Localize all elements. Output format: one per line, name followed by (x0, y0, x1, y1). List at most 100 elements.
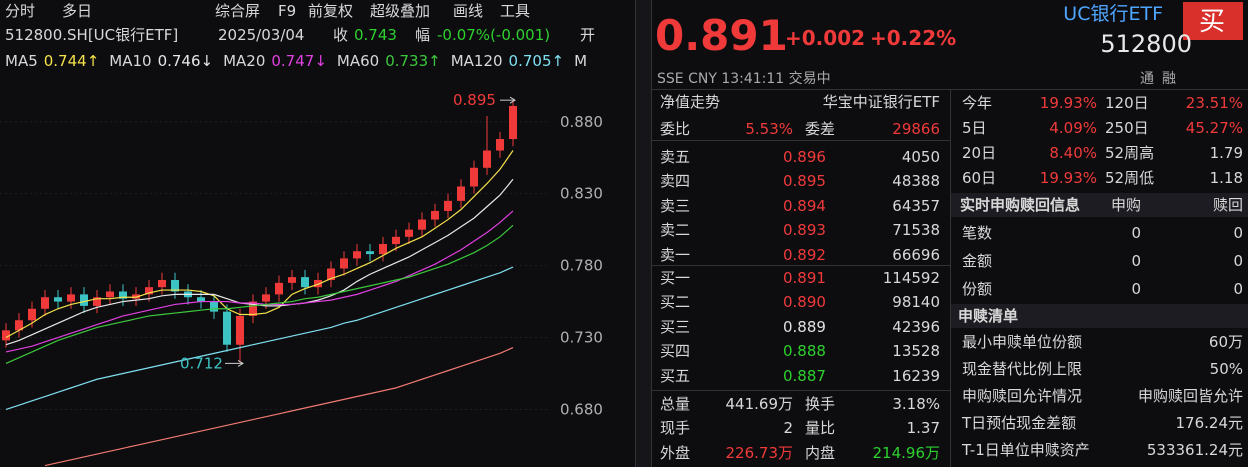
candle-body (15, 320, 23, 331)
label: 19.93% (1039, 93, 1097, 112)
buy-button-bg[interactable] (1183, 2, 1243, 40)
toolbar-button[interactable]: 前复权 (308, 1, 354, 20)
level-volume: 13528 (892, 342, 940, 360)
candle-body (132, 294, 140, 299)
level-price: 0.892 (783, 245, 826, 264)
section-bg (951, 304, 1248, 328)
candle-body (275, 282, 283, 295)
candle-body (54, 297, 62, 302)
label: T-1日单位申赎资产 (962, 440, 1090, 459)
level-label: 买三 (660, 317, 691, 336)
level-label: 买一 (660, 268, 691, 287)
candle-body (67, 294, 75, 302)
label: 换手 (805, 394, 836, 413)
level-label: 买二 (660, 293, 691, 311)
rule (651, 89, 1248, 90)
label: 金额 (962, 251, 993, 270)
candle-body (392, 236, 400, 245)
label: 委比 (660, 119, 691, 138)
annotation: 0.895 (453, 91, 496, 109)
label: 1.79 (1209, 143, 1243, 162)
label: 52周低 (1105, 168, 1155, 187)
rule (950, 89, 951, 467)
level-label: 卖二 (660, 221, 691, 239)
y-tick-label: 0.730 (560, 329, 603, 347)
level-volume: 48388 (892, 172, 940, 190)
level-price: 0.894 (783, 196, 826, 215)
candle-body (314, 279, 322, 288)
label: 3.18% (892, 394, 940, 413)
label: 533361.24元 (1146, 440, 1243, 459)
annotation: 0.712 (180, 354, 223, 372)
change-value: -0.07%(-0.001) (437, 25, 551, 44)
date: 2025/03/04 (218, 25, 305, 44)
label: 最小申赎单位份额 (962, 332, 1083, 351)
label: 笔数 (962, 223, 993, 242)
candle-body (353, 251, 361, 259)
label: 内盘 (805, 443, 836, 462)
label: 申购赎回皆允许 (1137, 386, 1243, 405)
label: 29866 (892, 119, 940, 138)
legend-name: MA60 (336, 51, 380, 70)
candle-body (444, 200, 452, 211)
level-volume: 114592 (882, 268, 940, 287)
tool[interactable]: 通 (1140, 71, 1154, 87)
level-volume: 16239 (892, 366, 940, 385)
y-tick-label: 0.780 (560, 257, 603, 275)
legend-value: 0.746↓ (157, 51, 214, 70)
level-label: 卖五 (660, 147, 691, 166)
ma-line (5, 224, 514, 364)
tool[interactable]: 融 (1162, 71, 1176, 87)
ma-line (5, 210, 514, 353)
level-label: 买五 (660, 366, 691, 385)
level-label: 买四 (660, 342, 691, 360)
candle-body (379, 244, 387, 255)
level-label: 卖三 (660, 196, 691, 215)
candle-body (119, 291, 127, 299)
toolbar-button[interactable]: F9 (278, 1, 297, 20)
candle-body (197, 297, 205, 302)
level-volume: 98140 (892, 293, 940, 311)
level-price: 0.891 (783, 268, 826, 287)
label: 4.09% (1049, 118, 1097, 137)
y-tick-label: 0.880 (560, 113, 603, 131)
section-title: 实时申购赎回信息 (960, 195, 1081, 214)
label: 今年 (962, 93, 993, 112)
level-label: 卖一 (660, 245, 691, 264)
label: 5日 (962, 118, 987, 137)
label: 0 (1233, 279, 1243, 298)
label: 委差 (805, 119, 836, 138)
candle-body (93, 297, 101, 306)
label: 52周高 (1105, 143, 1155, 162)
label: 45.27% (1185, 118, 1243, 137)
label: 50% (1209, 359, 1243, 378)
level-label: 卖四 (660, 172, 691, 190)
buy-button[interactable]: 买 (1199, 7, 1226, 37)
market-status: SSE CNY 13:41:11 交易中 (657, 71, 831, 87)
toolbar-button[interactable]: 超级叠加 (370, 1, 431, 20)
legend-name: MA120 (450, 51, 503, 70)
label: 0 (1233, 223, 1243, 242)
annotation-arrowhead (237, 359, 244, 367)
label: 60万 (1208, 332, 1243, 351)
level-volume: 4050 (901, 147, 940, 166)
ma-line (44, 347, 514, 467)
tab[interactable]: 多日 (62, 1, 93, 20)
legend-name: M (574, 51, 588, 70)
close-value: 0.743 (354, 25, 397, 44)
label: 幅 (415, 25, 431, 44)
toolbar-button[interactable]: 画线 (453, 1, 484, 20)
candle-body (470, 167, 478, 187)
section-title: 申赎清单 (958, 306, 1019, 325)
tab[interactable]: 分时 (5, 1, 36, 20)
toolbar-button[interactable]: 工具 (500, 1, 531, 20)
label: 总量 (660, 394, 691, 413)
level-price: 0.888 (783, 342, 826, 360)
level-volume: 66696 (892, 245, 940, 264)
toolbar-button[interactable]: 综合屏 (215, 1, 261, 20)
label: 外盘 (660, 443, 691, 462)
candle-body (496, 139, 504, 151)
nav-label: 净值走势 (660, 92, 721, 111)
security-code: 512800.SH[UC银行ETF] (5, 25, 179, 44)
label: 2 (783, 419, 793, 437)
